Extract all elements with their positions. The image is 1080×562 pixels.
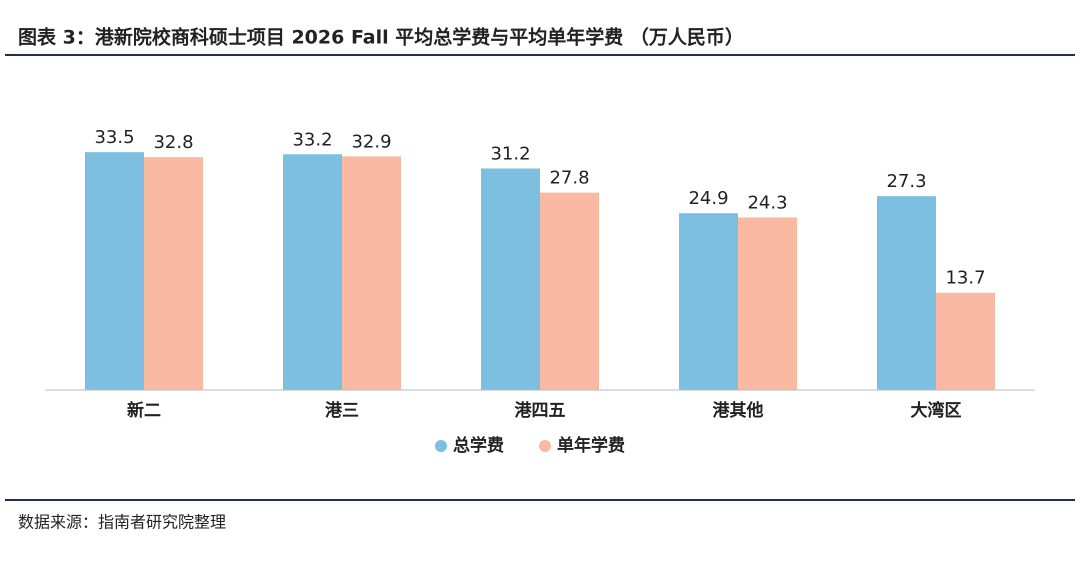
bar bbox=[85, 152, 144, 390]
value-label: 27.3 bbox=[886, 171, 926, 192]
bar bbox=[540, 192, 599, 390]
bar bbox=[738, 217, 797, 390]
chart-title: 图表 3：港新院校商科硕士项目 2026 Fall 平均总学费与平均单年学费 （… bbox=[18, 26, 744, 49]
bar bbox=[936, 292, 995, 390]
source-note: 数据来源：指南者研究院整理 bbox=[18, 513, 226, 532]
legend-label: 单年学费 bbox=[557, 435, 625, 456]
value-label: 32.8 bbox=[153, 132, 193, 153]
legend-swatch bbox=[435, 440, 447, 452]
value-label: 33.2 bbox=[292, 129, 332, 150]
bar bbox=[283, 154, 342, 390]
value-label: 13.7 bbox=[945, 268, 985, 289]
value-label: 24.9 bbox=[688, 188, 728, 209]
bar bbox=[342, 156, 401, 390]
value-label: 27.8 bbox=[549, 168, 589, 189]
x-tick-label: 港四五 bbox=[515, 400, 566, 421]
bar bbox=[679, 213, 738, 390]
value-label: 24.3 bbox=[747, 192, 787, 213]
x-tick-label: 大湾区 bbox=[911, 400, 962, 421]
x-tick-label: 新二 bbox=[127, 400, 161, 421]
bar bbox=[144, 157, 203, 390]
legend-swatch bbox=[539, 440, 551, 452]
value-label: 33.5 bbox=[94, 127, 134, 148]
bar bbox=[877, 196, 936, 390]
value-label: 31.2 bbox=[490, 143, 530, 164]
value-label: 32.9 bbox=[351, 131, 391, 152]
bar bbox=[481, 168, 540, 390]
x-tick-label: 港三 bbox=[325, 400, 359, 421]
x-tick-label: 港其他 bbox=[713, 400, 764, 421]
legend-label: 总学费 bbox=[453, 435, 504, 456]
